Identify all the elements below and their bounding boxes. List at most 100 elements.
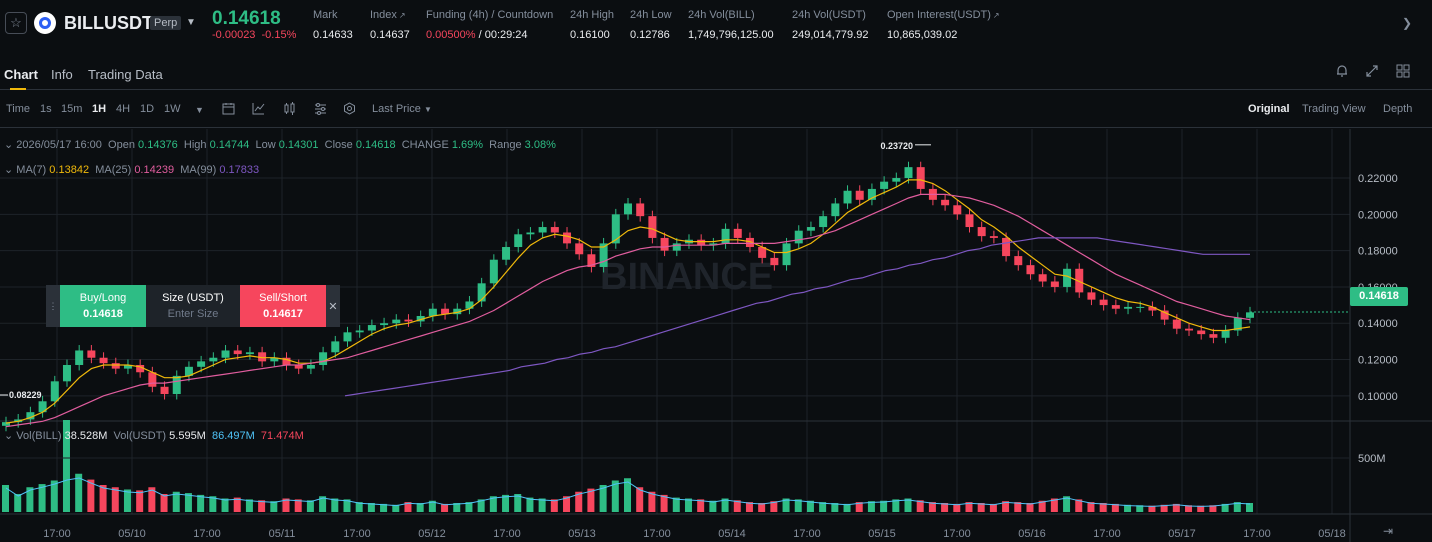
gear-icon[interactable] [343, 102, 356, 118]
candle-body [745, 237, 754, 248]
candle-body [416, 315, 425, 322]
candle-body [831, 203, 840, 217]
volume-bar [758, 503, 766, 512]
current-price-tag: 0.14618 [1350, 287, 1408, 306]
view-depth[interactable]: Depth [1383, 103, 1413, 115]
candle-body [660, 237, 669, 251]
volume-bar [916, 500, 924, 512]
active-tab-indicator [10, 88, 26, 90]
bell-icon[interactable] [1334, 64, 1350, 80]
volume-bar [87, 479, 95, 512]
candle-body [697, 239, 706, 246]
candle-body [941, 199, 950, 206]
x-tick-label: 17:00 [43, 528, 71, 540]
candle-body [502, 247, 511, 260]
x-tick-label: 05/10 [118, 528, 146, 540]
more-intervals-icon[interactable]: ▼ [195, 105, 204, 115]
symbol-name[interactable]: BILLUSDT [64, 13, 153, 33]
symbol-dropdown-icon[interactable]: ▼ [186, 17, 196, 28]
candle-body [514, 234, 523, 248]
close-icon[interactable]: ✕ [326, 285, 340, 327]
fullscreen-icon[interactable] [1364, 64, 1380, 80]
volume-bar [392, 504, 400, 512]
size-input[interactable]: Size (USDT) Enter Size [146, 285, 240, 327]
candle-body [355, 330, 364, 333]
interval-4h[interactable]: 4H [116, 103, 131, 115]
last-price: 0.14618 [212, 8, 281, 29]
calendar-icon[interactable] [222, 102, 235, 118]
volume-bar [319, 496, 327, 512]
candle-body [428, 308, 437, 316]
volume-bar [660, 494, 668, 512]
candle-body [843, 190, 852, 204]
stat-index[interactable]: Index ↗ 0.14637 [370, 9, 410, 41]
tab-chart[interactable]: Chart [4, 67, 38, 82]
volume-bar [977, 503, 985, 512]
candle-body [87, 350, 96, 358]
interval-1d[interactable]: 1D [140, 103, 155, 115]
volume-bar [404, 502, 412, 512]
interval-1s[interactable]: 1s [40, 103, 52, 115]
tab-trading-data[interactable]: Trading Data [88, 67, 163, 82]
candle-body [50, 381, 59, 402]
drag-handle-icon[interactable]: ⋮ [46, 285, 60, 327]
buy-long-button[interactable]: Buy/Long 0.14618 [60, 285, 146, 327]
settings-sliders-icon[interactable] [314, 102, 327, 118]
expand-chevron-icon[interactable]: ❯ [1401, 16, 1412, 30]
favorite-star-icon[interactable]: ☆ [5, 12, 27, 34]
layout-grid-icon[interactable] [1395, 64, 1411, 80]
volume-bar [880, 500, 888, 512]
candle-body [624, 203, 632, 215]
candle-body [26, 412, 35, 420]
price-type-select[interactable]: Last Price ▼ [372, 103, 432, 115]
x-tick-label: 17:00 [1093, 528, 1121, 540]
sell-short-button[interactable]: Sell/Short 0.14617 [240, 285, 326, 327]
ohlc-info: ⌄ 2026/05/17 16:00 Open 0.14376 High 0.1… [4, 139, 556, 151]
volume-bar [26, 487, 34, 512]
volume-bar [648, 491, 656, 512]
volume-bar [2, 485, 9, 512]
volume-bar [1099, 503, 1107, 512]
external-link-icon: ↗ [398, 11, 406, 20]
interval-1h[interactable]: 1H [92, 103, 107, 115]
view-original[interactable]: Original [1248, 103, 1290, 115]
candlestick-chart[interactable]: 17:00 05/10 17:00 05/11 17:00 05/12 17:00 05/13… [0, 129, 1432, 542]
volume-bar [1111, 503, 1119, 512]
change-abs: -0.00023 [212, 29, 256, 41]
x-tick-label: 17:00 [1243, 528, 1271, 540]
volume-bar [563, 496, 571, 512]
volume-bar [794, 499, 802, 512]
candle-body [526, 232, 535, 235]
volume-tick-label: 500M [1358, 453, 1386, 465]
stat-open-interest[interactable]: Open Interest(USDT) ↗ 10,865,039.02 [887, 9, 1000, 41]
candle-body [319, 352, 328, 365]
indicator-chart-icon[interactable] [252, 102, 265, 118]
candle-body [221, 350, 230, 358]
volume-bar [953, 503, 961, 512]
candlestick-type-icon[interactable] [283, 102, 296, 118]
candle-body [282, 357, 291, 365]
candle-body [172, 375, 181, 395]
candle-body [258, 352, 267, 362]
x-tick-label: 05/13 [568, 528, 596, 540]
candle-body [160, 386, 169, 395]
scroll-to-latest-icon[interactable]: ⇥ [1383, 524, 1393, 538]
volume-bar [489, 496, 497, 512]
x-tick-label: 05/15 [868, 528, 896, 540]
volume-bar [258, 500, 266, 512]
interval-1w[interactable]: 1W [164, 103, 181, 115]
candle-body [1172, 319, 1181, 329]
collapse-arrow-icon: ⌄ [4, 430, 14, 442]
volume-bar [538, 498, 546, 512]
chart-area[interactable]: 17:00 05/10 17:00 05/11 17:00 05/12 17:00 05/13… [0, 129, 1432, 542]
interval-15m[interactable]: 15m [61, 103, 83, 115]
ma25-line [5, 193, 1251, 428]
candle-body [648, 216, 657, 238]
stat-mark: Mark 0.14633 [313, 9, 353, 41]
interval-time[interactable]: Time [6, 103, 31, 115]
candle-body [489, 259, 498, 284]
candle-body [575, 243, 584, 255]
view-trading-view[interactable]: Trading View [1302, 103, 1366, 115]
tab-info[interactable]: Info [51, 67, 73, 82]
candle-body [636, 203, 645, 217]
